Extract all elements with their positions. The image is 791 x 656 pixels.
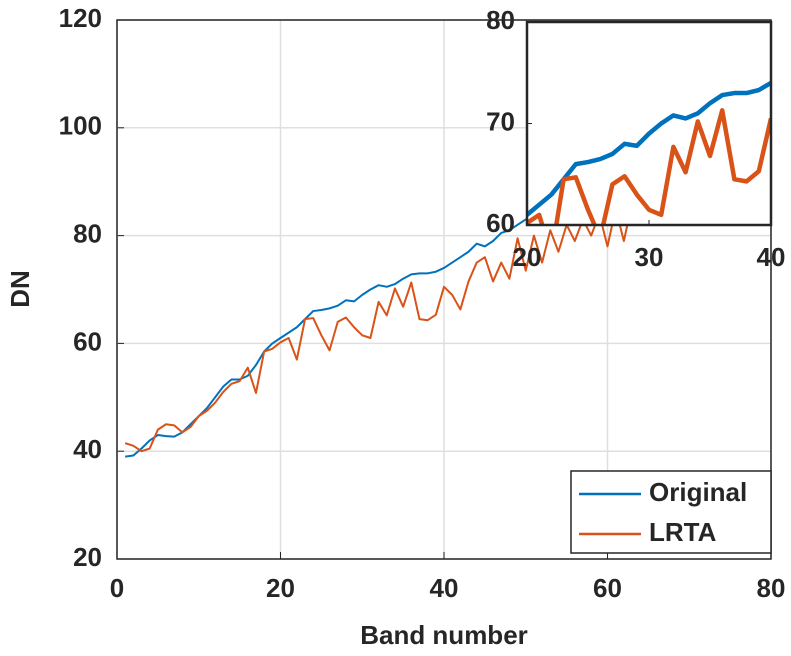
legend-label: Original (649, 477, 747, 507)
y-tick-label: 60 (486, 208, 515, 238)
x-tick-label: 80 (757, 573, 786, 603)
x-tick-label: 60 (593, 573, 622, 603)
x-tick-label: 40 (430, 573, 459, 603)
y-tick-label: 70 (486, 106, 515, 136)
x-tick-label: 40 (757, 242, 786, 272)
y-tick-label: 40 (73, 434, 102, 464)
y-tick-label: 80 (486, 5, 515, 35)
y-axis-label: DN (5, 270, 35, 308)
x-tick-label: 20 (266, 573, 295, 603)
axes-box (116, 19, 772, 560)
series-line (527, 80, 771, 217)
legend-label: LRTA (649, 517, 717, 547)
x-tick-label: 20 (513, 242, 542, 272)
x-tick-label: 0 (110, 573, 124, 603)
plot-area (527, 80, 771, 225)
y-tick-label: 20 (73, 542, 102, 572)
y-tick-label: 100 (59, 111, 102, 141)
axes-background (527, 22, 771, 225)
y-tick-label: 80 (73, 218, 102, 248)
axes-box (525, 20, 773, 227)
x-tick-label: 30 (635, 242, 664, 272)
y-tick-label: 60 (73, 326, 102, 356)
x-axis-label: Band number (360, 620, 528, 650)
y-tick-label: 120 (59, 3, 102, 33)
series-line (527, 108, 771, 225)
legend-box (570, 470, 772, 554)
